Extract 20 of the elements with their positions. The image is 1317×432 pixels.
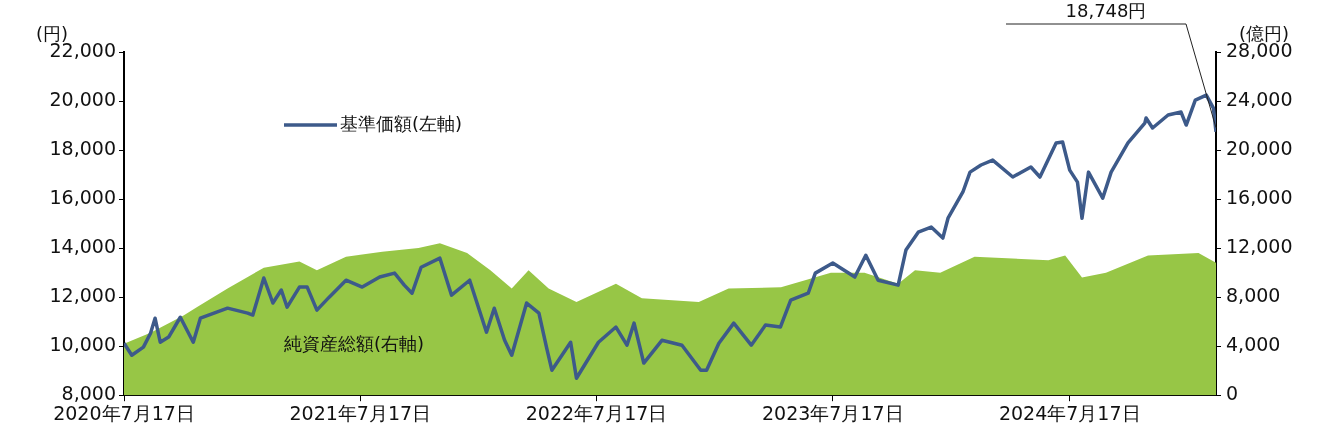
annotation: 18,748円 xyxy=(1065,0,1147,21)
y-tick-label: 10,000 xyxy=(49,333,116,356)
y-tick-label: 20,000 xyxy=(49,87,116,110)
y2-tick-label: 12,000 xyxy=(1226,235,1293,258)
x-tick-label: 2021年7月17日 xyxy=(289,401,432,424)
y2-tick-label: 8,000 xyxy=(1226,284,1281,307)
series-label: 純資産総額(右軸) xyxy=(284,332,425,354)
x-tick-label: 2022年7月17日 xyxy=(525,401,668,424)
y-tick-label: 18,000 xyxy=(49,136,116,159)
y2-tick-label: 24,000 xyxy=(1226,87,1293,110)
y2-tick-label: 4,000 xyxy=(1226,333,1281,356)
legend-label: 基準価額(左軸) xyxy=(340,112,463,134)
x-tick-label: 2023年7月17日 xyxy=(761,401,904,424)
x-tick-label: 2024年7月17日 xyxy=(998,401,1141,424)
y2-tick-label: 20,000 xyxy=(1226,136,1293,159)
y-tick-label: 12,000 xyxy=(49,284,116,307)
y2-tick-label: 0 xyxy=(1226,382,1239,405)
y-tick-label: 16,000 xyxy=(49,186,116,209)
y-tick-label: 14,000 xyxy=(49,235,116,258)
y2-tick-label: 16,000 xyxy=(1226,186,1293,209)
